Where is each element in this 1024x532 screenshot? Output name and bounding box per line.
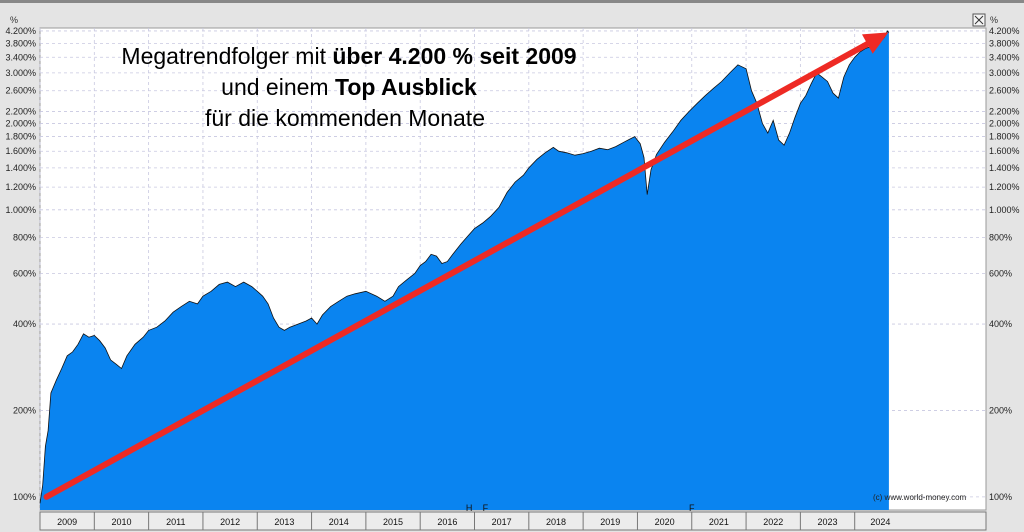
y-tick-label-left: 1.400% <box>5 163 36 173</box>
y-tick-label-left: 4.200% <box>5 26 36 36</box>
y-tick-label-left: 1.600% <box>5 146 36 156</box>
annotation-line-2: und einem Top Ausblick <box>221 74 477 100</box>
year-label: 2019 <box>600 517 620 527</box>
year-label: 2017 <box>492 517 512 527</box>
y-tick-label-right: 1.400% <box>989 163 1020 173</box>
trend-arrow-shaft <box>43 41 871 500</box>
y-tick-label-left: 200% <box>13 405 36 415</box>
y-tick-label-right: 2.200% <box>989 107 1020 117</box>
year-label: 2012 <box>220 517 240 527</box>
y-axis-left: 100% 200% 400% 600% 800% 1.000% 1.200% 1.400% 1.… <box>5 26 36 502</box>
y-tick-label-right: 3.400% <box>989 52 1020 62</box>
y-tick-label-right: 4.200% <box>989 26 1020 36</box>
y-tick-label-left: 1.800% <box>5 132 36 142</box>
performance-line <box>39 30 890 504</box>
year-label: 2024 <box>870 517 890 527</box>
annotation-line-1-bold: über 4.200 % seit 2009 <box>332 43 576 69</box>
y-tick-label-left: 1.000% <box>5 205 36 215</box>
y-tick-label-left: 2.000% <box>5 118 36 128</box>
y-tick-label-left: 2.600% <box>5 86 36 96</box>
y-tick-label-right: 1.800% <box>989 132 1020 142</box>
y-tick-label-right: 2.600% <box>989 86 1020 96</box>
y-tick-label-right: 3.800% <box>989 38 1020 48</box>
year-label: 2014 <box>329 517 349 527</box>
y-tick-label-left: 100% <box>13 492 36 502</box>
event-marker-label: F <box>689 503 695 513</box>
y-tick-label-right: 1.600% <box>989 146 1020 156</box>
y-axis-title-left: % <box>10 15 18 25</box>
y-tick-label-right: 3.000% <box>989 68 1020 78</box>
annotation-line-1-normal: Megatrendfolger mit <box>121 43 332 69</box>
annotation-line-1: Megatrendfolger mit über 4.200 % seit 20… <box>121 43 576 69</box>
close-icon[interactable] <box>972 13 986 27</box>
y-tick-label-left: 3.400% <box>5 52 36 62</box>
annotation-line-2-normal: und einem <box>221 74 335 100</box>
y-tick-label-right: 600% <box>989 269 1012 279</box>
year-label: 2013 <box>274 517 294 527</box>
y-tick-label-right: 2.000% <box>989 118 1020 128</box>
y-axis-title-right: % <box>990 15 998 25</box>
y-tick-label-left: 2.200% <box>5 107 36 117</box>
y-tick-label-left: 600% <box>13 269 36 279</box>
year-label: 2009 <box>57 517 77 527</box>
y-tick-label-right: 800% <box>989 233 1012 243</box>
year-label: 2021 <box>709 517 729 527</box>
y-tick-label-right: 100% <box>989 492 1012 502</box>
y-tick-label-left: 3.800% <box>5 38 36 48</box>
y-tick-label-left: 800% <box>13 233 36 243</box>
top-border <box>0 0 1024 3</box>
year-label: 2010 <box>111 517 131 527</box>
y-tick-label-left: 3.000% <box>5 68 36 78</box>
y-axis-right: 100% 200% 400% 600% 800% 1.000% 1.200% 1.400% 1.… <box>989 26 1020 502</box>
year-label: 2011 <box>166 517 185 527</box>
copyright-label: (c) www.world-money.com <box>873 493 967 502</box>
trend-arrow-head <box>862 32 889 54</box>
trend-arrow <box>43 32 889 500</box>
y-tick-label-right: 1.000% <box>989 205 1020 215</box>
y-tick-label-left: 400% <box>13 319 36 329</box>
annotation-line-3: für die kommenden Monate <box>205 105 485 131</box>
annotation-line-2-bold: Top Ausblick <box>335 74 477 100</box>
year-label: 2015 <box>383 517 403 527</box>
y-tick-label-right: 200% <box>989 405 1012 415</box>
y-tick-label-right: 400% <box>989 319 1012 329</box>
year-label: 2016 <box>437 517 457 527</box>
y-tick-label-left: 1.200% <box>5 182 36 192</box>
event-marker-label: F <box>483 503 489 513</box>
year-label: 2023 <box>818 517 838 527</box>
year-label: 2018 <box>546 517 566 527</box>
event-marker-label: H <box>466 503 473 513</box>
year-label: 2022 <box>763 517 783 527</box>
year-label: 2020 <box>655 517 675 527</box>
x-axis-years: 2009 2010 2011 2012 2013 2014 2015 2016 2017 2018… <box>39 512 890 530</box>
y-tick-label-right: 1.200% <box>989 182 1020 192</box>
